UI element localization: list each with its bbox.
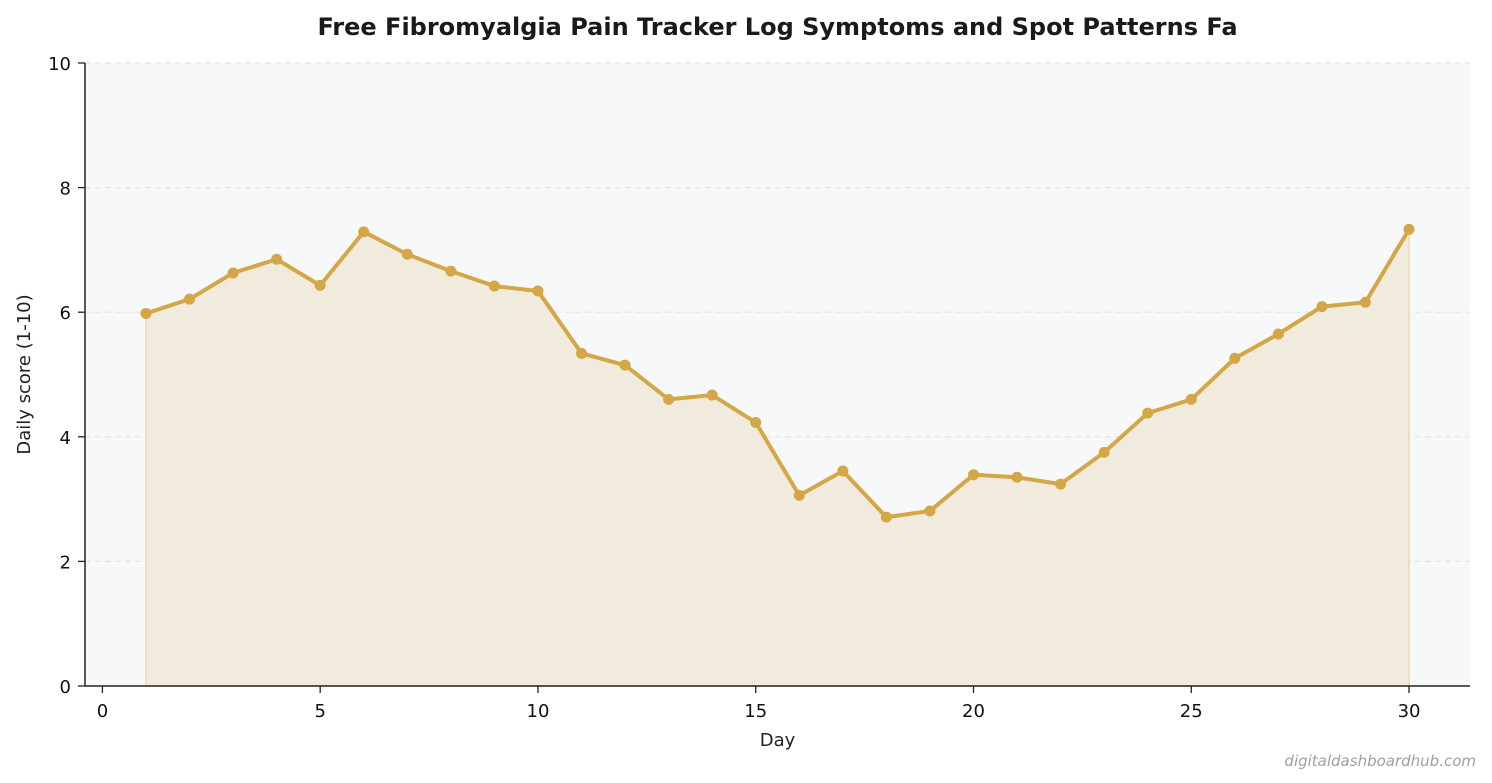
data-point <box>314 279 326 291</box>
data-point <box>488 280 500 292</box>
data-point <box>706 389 718 401</box>
data-point <box>1316 301 1328 313</box>
data-point <box>967 469 979 481</box>
axes <box>84 63 1470 687</box>
data-point <box>663 393 675 405</box>
data-point <box>924 505 936 517</box>
series-line <box>143 227 1412 520</box>
data-point <box>619 359 631 371</box>
x-axis-label: Day <box>760 730 796 751</box>
data-point <box>1011 471 1023 483</box>
x-tick-label: 15 <box>744 701 767 722</box>
y-tick-label: 0 <box>60 677 71 698</box>
x-tick-label: 30 <box>1398 701 1421 722</box>
y-tick-label: 10 <box>48 54 71 75</box>
data-point <box>227 267 239 279</box>
y-tick-label: 6 <box>60 303 71 324</box>
data-point <box>750 416 762 428</box>
data-point <box>1359 296 1371 308</box>
data-point <box>358 226 370 238</box>
data-point <box>401 248 413 260</box>
data-point <box>1055 478 1067 490</box>
data-point <box>1272 328 1284 340</box>
x-tick-label: 25 <box>1180 701 1203 722</box>
data-point <box>576 347 588 359</box>
data-point <box>445 265 457 277</box>
x-tick-label: 0 <box>97 701 108 722</box>
data-point <box>532 285 544 297</box>
data-point <box>880 511 892 523</box>
data-point <box>1098 446 1110 458</box>
y-tick-label: 4 <box>60 428 71 449</box>
data-point <box>1403 223 1415 235</box>
x-tick-label: 20 <box>962 701 985 722</box>
data-point <box>793 489 805 501</box>
watermark-text: digitaldashboardhub.com <box>1284 752 1476 770</box>
x-tick-label: 5 <box>314 701 325 722</box>
chart-title: Free Fibromyalgia Pain Tracker Log Sympt… <box>317 13 1237 41</box>
y-tick-label: 2 <box>60 552 71 573</box>
y-tick-label: 8 <box>60 179 71 200</box>
data-point <box>1229 352 1241 364</box>
data-point <box>1185 393 1197 405</box>
data-point <box>271 253 283 265</box>
data-point <box>184 293 196 305</box>
data-points <box>140 223 1415 523</box>
x-tick-label: 10 <box>527 701 550 722</box>
data-point <box>140 307 152 319</box>
y-axis-label: Daily score (1-10) <box>14 294 35 454</box>
data-point <box>837 465 849 477</box>
data-point <box>1142 407 1154 419</box>
tick-labels: 0 5 10 15 20 25 30 0 2 4 6 8 10 <box>48 54 1420 722</box>
